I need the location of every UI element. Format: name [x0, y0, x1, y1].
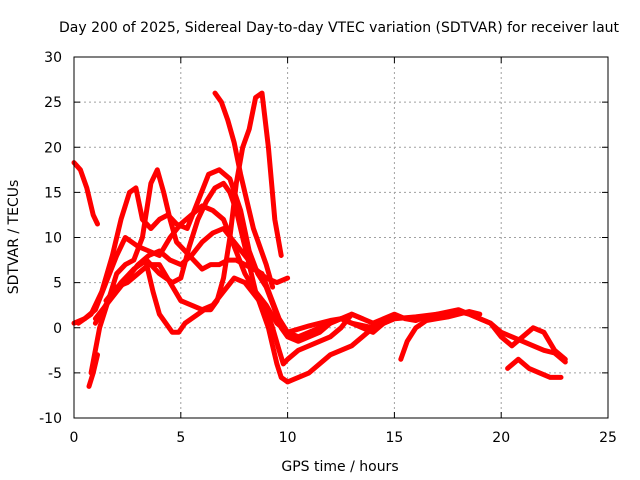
series-trace-11	[398, 309, 483, 362]
x-tick-label: 20	[492, 430, 510, 446]
x-axis-label: GPS time / hours	[281, 459, 398, 475]
y-tick-label: 30	[44, 50, 62, 66]
series-trace-6	[92, 180, 376, 385]
grid	[74, 57, 608, 418]
series-group	[71, 90, 568, 389]
y-tick-label: 20	[44, 140, 62, 156]
y-tick-label: -10	[39, 411, 62, 427]
x-tick-label: 25	[599, 430, 617, 446]
y-tick-label: -5	[48, 366, 62, 382]
x-tick-label: 5	[176, 430, 185, 446]
y-tick-label: 15	[44, 185, 62, 201]
y-tick-label: 0	[53, 321, 62, 337]
series-trace-10	[212, 90, 276, 290]
series-trace-9	[86, 352, 100, 389]
series-trace-8	[144, 90, 284, 335]
axis-ticks: 0 5 10 15 20 25 -10 -5 0 5 10 15 20 25 30	[39, 50, 617, 446]
series-trace-7	[92, 226, 291, 322]
y-tick-label: 25	[44, 95, 62, 111]
chart-title: Day 200 of 2025, Sidereal Day-to-day VTE…	[59, 20, 620, 36]
series-trace-3	[75, 167, 568, 365]
series-trace-12	[505, 356, 564, 380]
y-tick-label: 5	[53, 276, 62, 292]
x-tick-label: 15	[385, 430, 403, 446]
y-axis-label: SDTVAR / TECUs	[6, 180, 22, 295]
series-trace-5	[103, 262, 365, 367]
y-tick-label: 10	[44, 231, 62, 247]
series-trace-1	[71, 160, 100, 227]
x-tick-label: 10	[279, 430, 297, 446]
x-tick-label: 0	[70, 430, 79, 446]
